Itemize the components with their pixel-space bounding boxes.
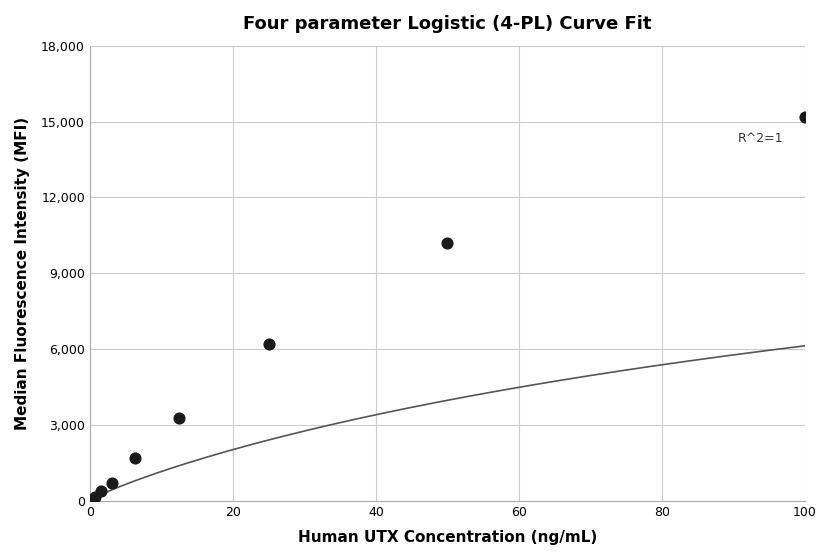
- Point: [86, 495, 99, 504]
- X-axis label: Human UTX Concentration (ng/mL): Human UTX Concentration (ng/mL): [298, 530, 597, 545]
- Y-axis label: Median Fluorescence Intensity (MFI): Median Fluorescence Intensity (MFI): [15, 117, 30, 430]
- Title: Four parameter Logistic (4-PL) Curve Fit: Four parameter Logistic (4-PL) Curve Fit: [243, 15, 651, 33]
- Point: [799, 112, 812, 121]
- Point: [94, 487, 107, 496]
- Point: [262, 340, 275, 349]
- Point: [106, 479, 119, 488]
- Point: [89, 493, 102, 502]
- Point: [128, 454, 141, 463]
- Point: [441, 239, 454, 248]
- Point: [172, 413, 186, 422]
- Text: R^2=1: R^2=1: [738, 132, 784, 144]
